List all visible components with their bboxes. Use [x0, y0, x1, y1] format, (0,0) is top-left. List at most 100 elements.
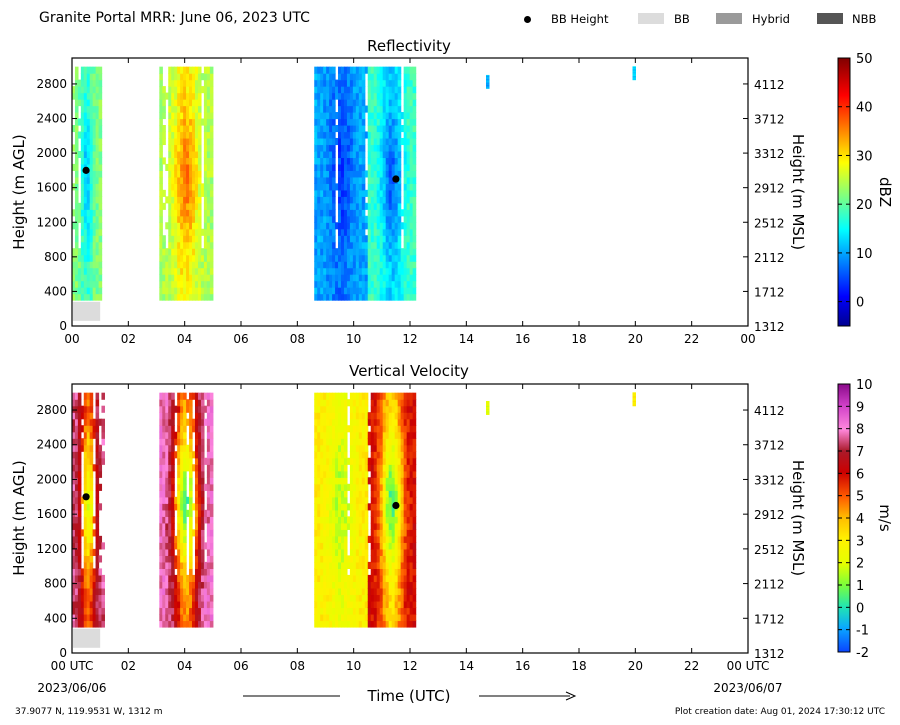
echo-cell [317, 555, 321, 563]
echo-cell [326, 555, 330, 563]
echo-cell [406, 274, 411, 282]
echo-cell [80, 196, 85, 204]
echo-cell [340, 163, 345, 171]
echo-cell [314, 490, 318, 498]
echo-cell [409, 293, 414, 301]
echo-cell [194, 522, 199, 530]
echo-cell [329, 620, 333, 628]
echo-cell [358, 228, 363, 236]
echo-cell [391, 457, 396, 465]
echo-cell [72, 431, 76, 439]
echo-cell [340, 144, 345, 152]
echo-cell [338, 425, 342, 433]
echo-cell [364, 548, 369, 556]
echo-cell [332, 542, 336, 550]
echo-cell [197, 457, 202, 465]
echo-cell [412, 280, 417, 288]
echo-cell [397, 280, 402, 288]
echo-cell [346, 483, 351, 491]
echo-cell [206, 248, 211, 256]
echo-cell [376, 86, 381, 94]
echo-cell [159, 561, 163, 569]
echo-cell [338, 392, 342, 400]
echo-cell [370, 209, 375, 217]
echo-cell [209, 425, 214, 433]
echo-cell [403, 600, 408, 609]
echo-cell [317, 516, 321, 524]
echo-cell [165, 222, 169, 230]
echo-cell [329, 99, 333, 107]
echo-cell [86, 112, 91, 120]
echo-cell [186, 131, 190, 139]
echo-cell [209, 248, 214, 256]
echo-cell [197, 535, 202, 543]
echo-cell [349, 451, 354, 459]
echo-cell [397, 92, 402, 100]
echo-cell [89, 189, 94, 197]
echo-cell [168, 150, 172, 159]
echo-cell [376, 490, 381, 498]
echo-cell [323, 607, 327, 615]
echo-cell [338, 451, 342, 459]
echo-cell [320, 66, 324, 74]
echo-cell [92, 86, 97, 94]
echo-cell [171, 274, 175, 282]
echo-cell [343, 202, 348, 210]
echo-cell [400, 464, 405, 472]
echo-cell [326, 150, 330, 159]
echo-cell [80, 137, 85, 146]
y-tick-label: 2800 [36, 77, 67, 91]
echo-cell [338, 274, 342, 282]
echo-cell [335, 607, 339, 615]
echo-cell [406, 144, 411, 152]
echo-cell [338, 574, 342, 583]
echo-cell [355, 144, 360, 152]
echo-cell [189, 261, 193, 269]
echo-cell [412, 516, 417, 524]
echo-cell [174, 574, 178, 583]
echo-cell [382, 431, 387, 439]
echo-cell [197, 581, 202, 589]
echo-cell [168, 241, 172, 249]
echo-cell [197, 293, 202, 301]
echo-cell [194, 131, 199, 139]
echo-cell [361, 287, 366, 295]
echo-cell [409, 112, 414, 120]
echo-cell [403, 150, 408, 159]
echo-cell [364, 405, 369, 413]
echo-cell [349, 105, 354, 113]
echo-cell [388, 86, 393, 94]
echo-cell [320, 215, 324, 223]
echo-cell [189, 170, 193, 178]
echo-cell [346, 170, 351, 178]
echo-cell [394, 555, 399, 563]
echo-cell [338, 535, 342, 543]
echo-cell [197, 399, 202, 407]
echo-cell [314, 92, 318, 100]
echo-cell [335, 548, 339, 556]
echo-cell [406, 600, 411, 609]
echo-cell [314, 581, 318, 589]
echo-cell [209, 399, 214, 407]
echo-cell [376, 215, 381, 223]
echo-cell [86, 150, 91, 159]
echo-cell [346, 555, 351, 563]
echo-cell [346, 125, 351, 133]
echo-cell [86, 280, 91, 288]
echo-cell [361, 293, 366, 301]
echo-cell [98, 607, 103, 615]
echo-cell [370, 241, 375, 249]
echo-cell [206, 215, 211, 223]
echo-cell [83, 131, 88, 139]
echo-cell [180, 587, 184, 596]
echo-cell [197, 405, 202, 413]
echo-cell [358, 568, 363, 576]
echo-cell [162, 581, 166, 589]
echo-cell [346, 293, 351, 301]
echo-cell [86, 176, 91, 184]
echo-cell [194, 451, 199, 459]
echo-cell [326, 548, 330, 556]
echo-cell [320, 228, 324, 236]
echo-cell [180, 73, 184, 81]
echo-cell [329, 548, 333, 556]
